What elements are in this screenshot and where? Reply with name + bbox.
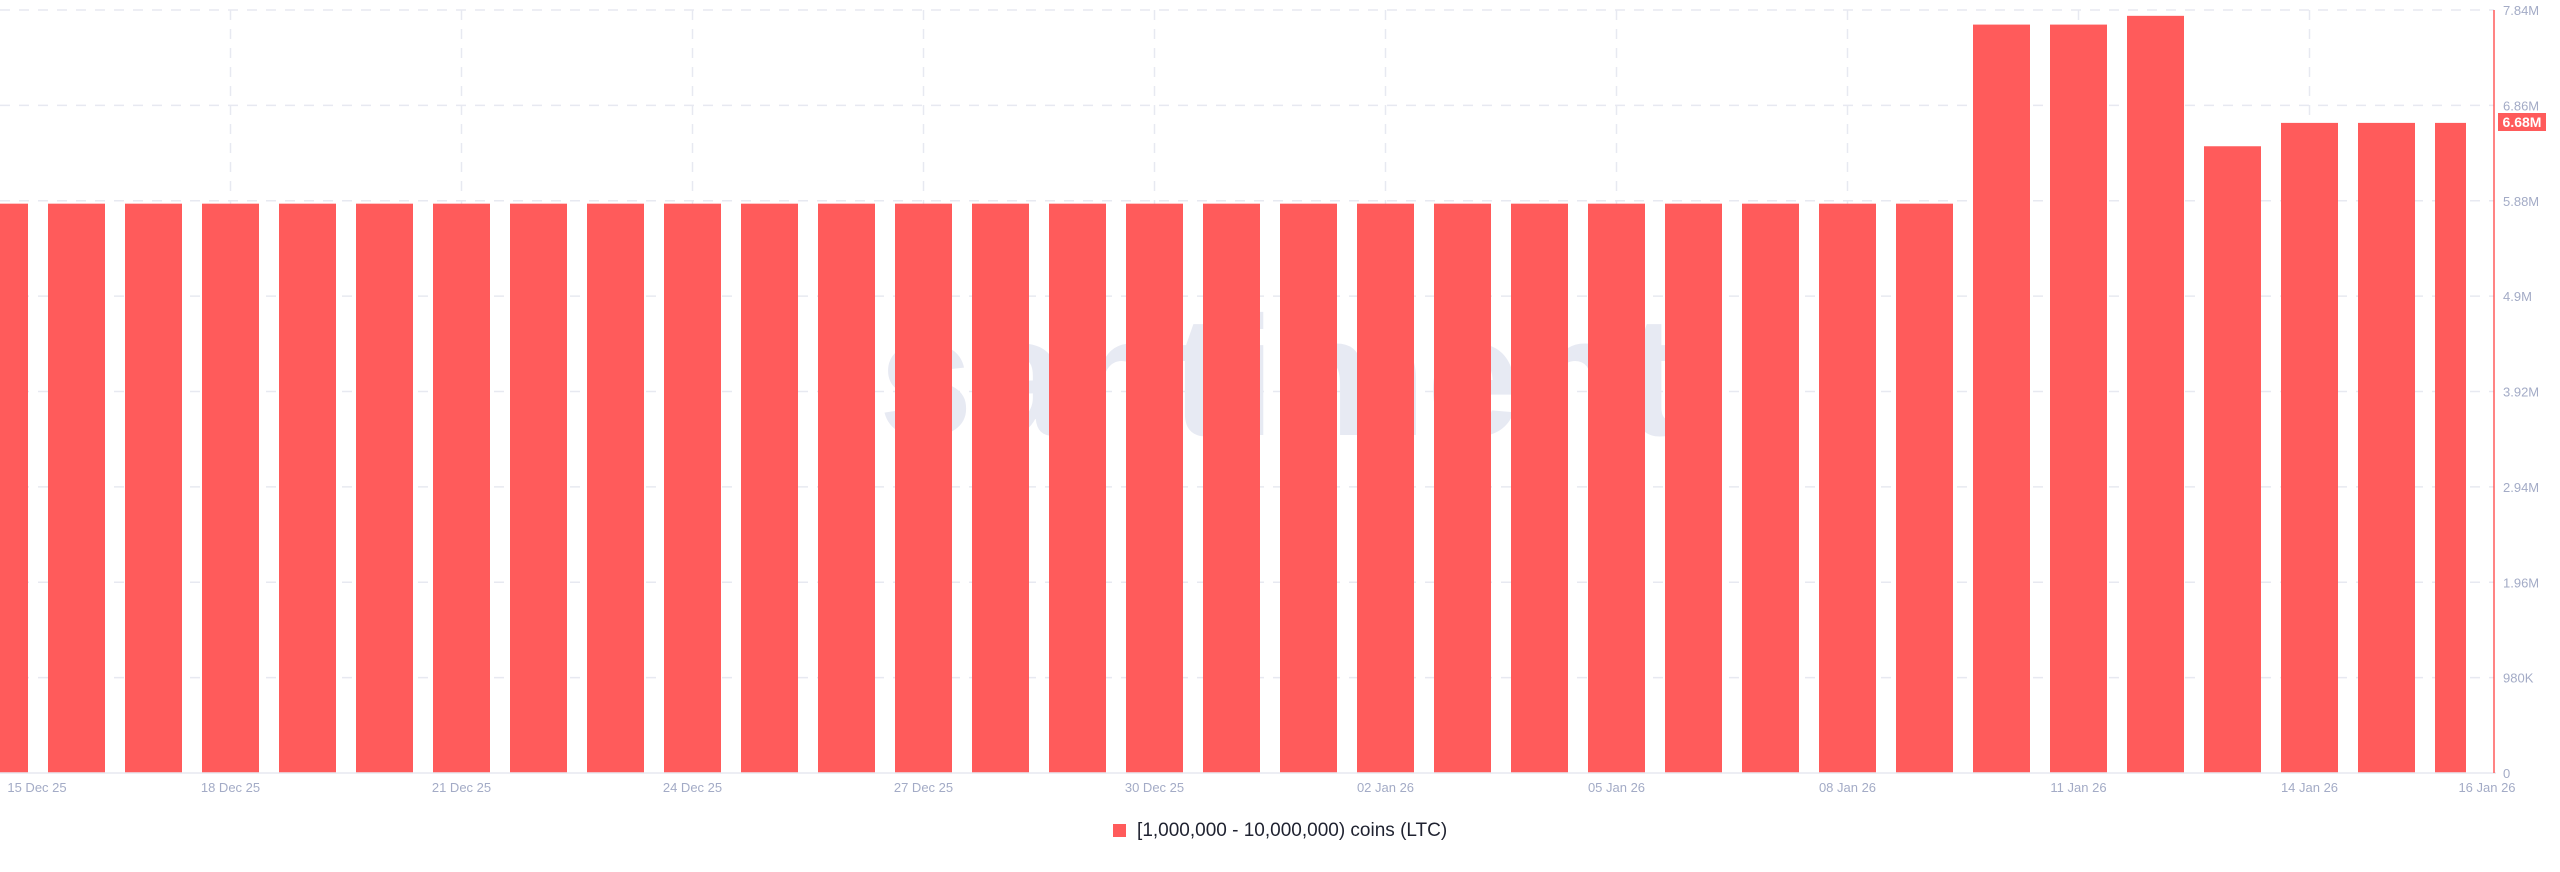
y-tick-label: 980K (2503, 671, 2534, 686)
bar[interactable] (2281, 122, 2338, 773)
bar[interactable] (1588, 203, 1645, 773)
x-tick-label: 30 Dec 25 (1125, 780, 1184, 795)
x-tick-label: 11 Jan 26 (2050, 780, 2106, 795)
x-tick-label: 08 Jan 26 (1819, 780, 1876, 795)
bar[interactable] (1280, 203, 1337, 773)
bar[interactable] (818, 203, 875, 773)
x-tick-label: 18 Dec 25 (201, 780, 260, 795)
bar[interactable] (1126, 203, 1183, 773)
bar[interactable] (972, 203, 1029, 773)
y-tick-label: 6.86M (2503, 98, 2539, 113)
x-tick-label: 05 Jan 26 (1588, 780, 1645, 795)
bar[interactable] (1203, 203, 1260, 773)
bar[interactable] (1049, 203, 1106, 773)
bar[interactable] (2127, 15, 2184, 773)
last-value-badge: 6.68M (2498, 113, 2546, 131)
x-axis-ticks: 15 Dec 25 18 Dec 25 21 Dec 25 24 Dec 25 27 D… (7, 780, 2515, 795)
bar[interactable] (741, 203, 798, 773)
y-axis-ticks: 0 980K 1.96M 2.94M 3.92M 4.9M 5.88M 6.86M 7.84M (2503, 3, 2539, 781)
bar[interactable] (279, 203, 336, 773)
bar[interactable] (1819, 203, 1876, 773)
bar[interactable] (510, 203, 567, 773)
legend[interactable]: [1,000,000 - 10,000,000) coins (LTC) (0, 820, 2560, 842)
x-tick-label: 15 Dec 25 (7, 780, 66, 795)
y-tick-label: 7.84M (2503, 3, 2539, 18)
bar[interactable] (1357, 203, 1414, 773)
y-tick-label: 1.96M (2503, 575, 2539, 590)
y-tick-label: 3.92M (2503, 385, 2539, 400)
y-tick-label: 4.9M (2503, 289, 2532, 304)
bar[interactable] (2204, 146, 2261, 773)
bar[interactable] (1896, 203, 1953, 773)
bar[interactable] (895, 203, 952, 773)
bar[interactable] (202, 203, 259, 773)
bar[interactable] (664, 203, 721, 773)
bar[interactable] (587, 203, 644, 773)
y-tick-label: 2.94M (2503, 480, 2539, 495)
bar[interactable] (125, 203, 182, 773)
y-tick-label: 5.88M (2503, 194, 2539, 209)
bar[interactable] (2435, 122, 2466, 773)
x-tick-label: 27 Dec 25 (894, 780, 953, 795)
bar[interactable] (1434, 203, 1491, 773)
bar[interactable] (1511, 203, 1568, 773)
bar[interactable] (2358, 122, 2415, 773)
x-tick-label: 14 Jan 26 (2281, 780, 2338, 795)
legend-label: [1,000,000 - 10,000,000) coins (LTC) (1137, 820, 1448, 841)
x-tick-label: 16 Jan 26 (2458, 780, 2515, 795)
y-tick-label: 0 (2503, 766, 2510, 781)
bar[interactable] (0, 203, 28, 773)
bar[interactable] (1973, 24, 2030, 774)
bar[interactable] (48, 203, 105, 773)
x-tick-label: 21 Dec 25 (432, 780, 491, 795)
bars (0, 15, 2466, 774)
bar[interactable] (356, 203, 413, 773)
bar[interactable] (2050, 24, 2107, 774)
x-tick-label: 02 Jan 26 (1357, 780, 1414, 795)
bar[interactable] (1665, 203, 1722, 773)
bar[interactable] (433, 203, 490, 773)
last-value-text: 6.68M (2503, 114, 2542, 130)
legend-swatch-icon (1112, 824, 1126, 837)
x-tick-label: 24 Dec 25 (663, 780, 722, 795)
bar[interactable] (1742, 203, 1799, 773)
